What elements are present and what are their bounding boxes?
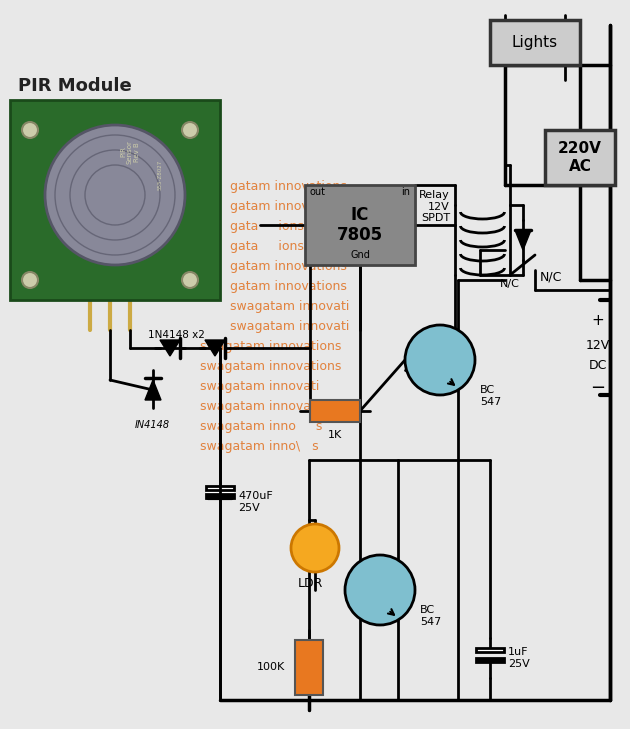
Text: swagatam innovati: swagatam innovati xyxy=(200,380,328,393)
Text: PIR
Sensor
Rev B: PIR Sensor Rev B xyxy=(120,140,140,164)
Circle shape xyxy=(182,272,198,288)
Text: LDR: LDR xyxy=(297,577,323,590)
Text: −: − xyxy=(590,379,605,397)
Text: gata     ions: gata ions xyxy=(230,240,304,253)
Text: 470uF
25V: 470uF 25V xyxy=(238,491,273,512)
Circle shape xyxy=(182,122,198,138)
Text: 100K: 100K xyxy=(257,663,285,672)
Text: IC
7805: IC 7805 xyxy=(337,206,383,244)
Text: N/C: N/C xyxy=(500,279,520,289)
Text: swagatam innovati: swagatam innovati xyxy=(200,400,328,413)
Text: 1N4148 x2: 1N4148 x2 xyxy=(148,330,205,340)
Circle shape xyxy=(22,122,38,138)
Text: gatam innovations: gatam innovations xyxy=(230,200,347,213)
Text: IN4148: IN4148 xyxy=(135,420,170,430)
Bar xyxy=(476,658,504,662)
Text: Gnd: Gnd xyxy=(350,250,370,260)
Text: 1uF
25V: 1uF 25V xyxy=(508,647,530,668)
Polygon shape xyxy=(160,340,180,356)
Bar xyxy=(490,20,580,65)
Bar xyxy=(305,185,415,265)
Circle shape xyxy=(405,325,475,395)
Bar xyxy=(10,100,220,300)
Bar xyxy=(206,494,234,498)
Text: 555-Z8027: 555-Z8027 xyxy=(158,160,163,190)
Text: Relay
12V
SPDT: Relay 12V SPDT xyxy=(419,190,450,223)
Bar xyxy=(295,640,323,695)
Polygon shape xyxy=(205,340,225,356)
Bar xyxy=(310,400,360,422)
Text: out: out xyxy=(310,187,326,197)
Text: swagatam innovations: swagatam innovations xyxy=(200,360,341,373)
Text: 12V: 12V xyxy=(586,338,610,351)
Text: swagatam inno\   s: swagatam inno\ s xyxy=(200,440,319,453)
Text: BC
547: BC 547 xyxy=(420,605,441,627)
Polygon shape xyxy=(145,380,161,400)
Bar xyxy=(545,130,615,185)
Text: +: + xyxy=(592,313,604,327)
Text: in: in xyxy=(401,187,410,197)
Polygon shape xyxy=(515,230,531,250)
Circle shape xyxy=(22,272,38,288)
Text: N/C: N/C xyxy=(540,270,563,283)
Text: swagatam inno     s: swagatam inno s xyxy=(200,420,323,433)
Text: 220V
AC: 220V AC xyxy=(558,141,602,174)
Text: swagatam innovati: swagatam innovati xyxy=(230,300,357,313)
Text: DC: DC xyxy=(589,359,607,372)
Text: gatam innovations: gatam innovations xyxy=(230,280,347,293)
Circle shape xyxy=(45,125,185,265)
Text: Lights: Lights xyxy=(512,35,558,50)
Text: PIR Module: PIR Module xyxy=(18,77,132,95)
Text: 1K: 1K xyxy=(328,430,342,440)
Text: gata     ions: gata ions xyxy=(230,220,304,233)
Text: swagatam innovations: swagatam innovations xyxy=(200,340,341,353)
Bar xyxy=(206,486,234,490)
Circle shape xyxy=(291,524,339,572)
Bar xyxy=(206,487,234,499)
Text: BC
547: BC 547 xyxy=(480,385,501,407)
Bar xyxy=(476,648,504,652)
Text: swagatam innovati: swagatam innovati xyxy=(230,320,357,333)
Text: gatam innovations: gatam innovations xyxy=(230,260,347,273)
Circle shape xyxy=(345,555,415,625)
Text: gatam innovations: gatam innovations xyxy=(230,180,347,193)
